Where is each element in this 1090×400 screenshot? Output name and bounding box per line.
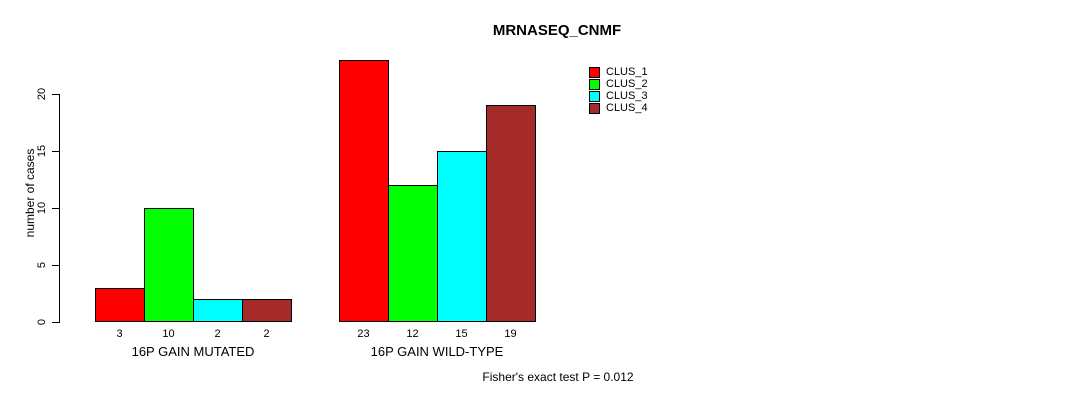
group-label: 16P GAIN MUTATED <box>131 344 255 359</box>
bar-clus-3-group-0 <box>193 299 243 322</box>
y-tick-label: 20 <box>36 87 48 101</box>
legend: CLUS_1 CLUS_2 CLUS_3 CLUS_4 <box>589 66 648 114</box>
legend-label: CLUS_2 <box>606 78 648 90</box>
y-tick-mark <box>52 265 59 266</box>
y-tick-label: 10 <box>36 201 48 215</box>
legend-label: CLUS_1 <box>606 66 648 78</box>
bar-clus-1-group-1 <box>339 60 389 322</box>
y-tick-mark <box>52 151 59 152</box>
y-tick-label: 0 <box>36 318 48 326</box>
legend-row: CLUS_1 <box>589 66 648 78</box>
bar-value-label: 15 <box>455 328 468 340</box>
y-tick-mark <box>52 208 59 209</box>
legend-swatch-icon <box>589 102 600 114</box>
y-tick-mark <box>52 94 59 95</box>
chart-title: MRNASEQ_CNMF <box>492 22 622 39</box>
bar-value-label: 2 <box>263 328 270 340</box>
legend-row: CLUS_2 <box>589 78 648 90</box>
group-label: 16P GAIN WILD-TYPE <box>370 344 504 359</box>
y-tick-label: 15 <box>36 144 48 158</box>
bar-clus-1-group-0 <box>95 288 145 322</box>
legend-swatch-icon <box>589 66 600 78</box>
legend-swatch-icon <box>589 90 600 102</box>
bar-clus-3-group-1 <box>437 151 487 322</box>
bar-value-label: 10 <box>162 328 175 340</box>
bar-value-label: 12 <box>406 328 419 340</box>
legend-row: CLUS_3 <box>589 90 648 102</box>
bar-value-label: 23 <box>357 328 370 340</box>
legend-swatch-icon <box>589 78 600 90</box>
fisher-test-annotation: Fisher's exact test P = 0.012 <box>482 370 634 384</box>
bar-value-label: 2 <box>214 328 221 340</box>
bar-value-label: 3 <box>116 328 123 340</box>
bar-value-label: 19 <box>504 328 517 340</box>
legend-row: CLUS_4 <box>589 102 648 114</box>
bar-clus-2-group-0 <box>144 208 194 322</box>
y-axis-label: number of cases <box>23 148 37 238</box>
bar-clus-2-group-1 <box>388 185 438 322</box>
bar-clus-4-group-1 <box>486 105 536 322</box>
legend-label: CLUS_3 <box>606 90 648 102</box>
legend-label: CLUS_4 <box>606 102 648 114</box>
y-tick-mark <box>52 322 59 323</box>
bar-clus-4-group-0 <box>242 299 292 322</box>
y-axis-line <box>59 94 60 323</box>
y-tick-label: 5 <box>36 261 48 269</box>
